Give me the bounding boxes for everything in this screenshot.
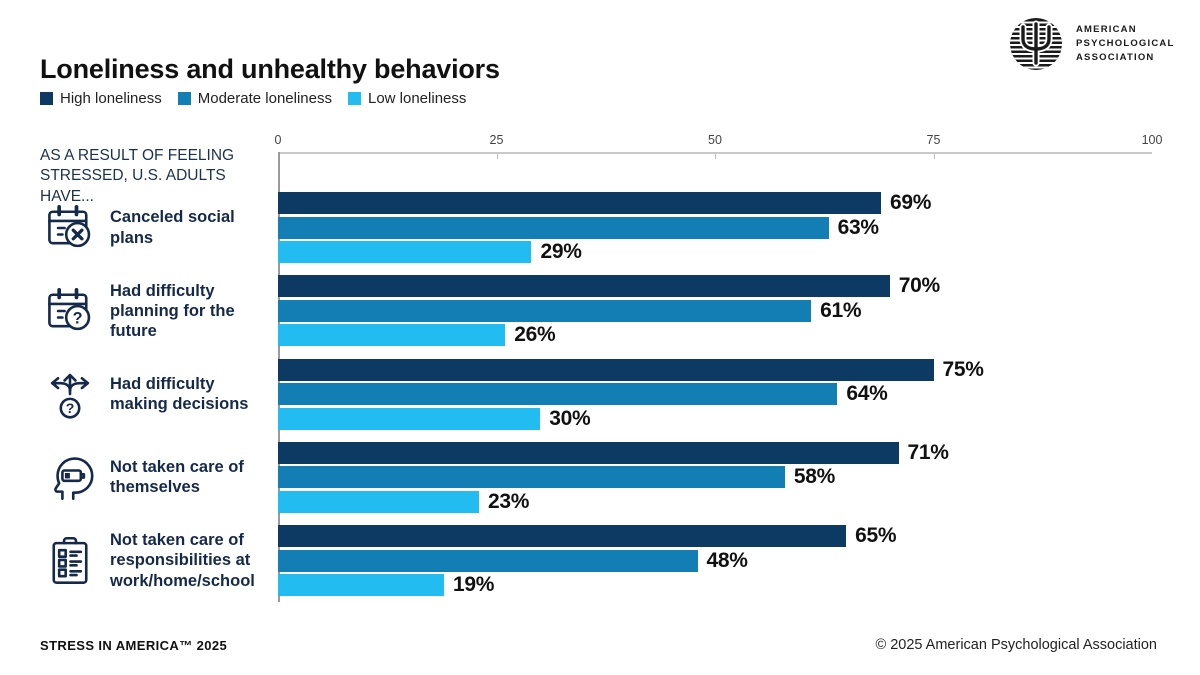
decision-arrows-icon: ?	[50, 373, 90, 419]
bar	[278, 574, 445, 597]
bar	[278, 490, 480, 513]
axis-tick: 50	[708, 133, 722, 147]
legend-label: High loneliness	[60, 90, 162, 107]
category-label: Had difficulty planning for the future	[110, 281, 235, 340]
axis-tick: 100	[1141, 133, 1163, 147]
apa-logo-icon	[1010, 18, 1062, 70]
bar-value-label: 75%	[942, 357, 984, 381]
bar-row: 26%	[278, 323, 1152, 347]
calendar-question-icon: ?	[48, 287, 91, 330]
category-label: Had difficulty making decisions	[110, 374, 249, 413]
bar-value-label: 30%	[549, 406, 591, 430]
bar-row: 64%	[278, 382, 1152, 406]
bar-value-label: 63%	[837, 215, 879, 239]
bar-group: 70% 61% 26%	[278, 274, 1152, 349]
svg-text:?: ?	[73, 309, 83, 327]
bar	[278, 525, 847, 547]
bar-row: 71%	[278, 440, 1152, 464]
axis-tick: 75	[926, 133, 941, 147]
bar	[278, 299, 812, 322]
bar-row: 29%	[278, 240, 1152, 264]
bar-group: 65% 48% 19%	[278, 524, 1152, 599]
axis-tickmark	[715, 154, 716, 159]
axis-line	[278, 152, 1152, 154]
category-row: Not taken care of themselves	[44, 442, 264, 513]
bar	[278, 549, 698, 572]
bar-value-label: 26%	[514, 323, 556, 347]
bar	[278, 441, 899, 464]
plot-area: 69% 63% 29% 70% 61% 26% 75% 64% 30% 71% 58% 23% 65% 4…	[278, 191, 1152, 612]
apa-logo-line: ASSOCIATION	[1076, 52, 1155, 63]
legend-item-2: Moderate loneliness	[177, 90, 332, 107]
legend-swatch	[177, 92, 191, 105]
category-column: Canceled social plans ? Had difficulty p…	[44, 192, 276, 612]
apa-logo-line: AMERICAN	[1076, 24, 1137, 35]
bar-value-label: 48%	[706, 548, 748, 572]
bar-value-label: 69%	[890, 191, 932, 214]
bar	[278, 241, 532, 264]
category-label: Not taken care of themselves	[110, 458, 244, 497]
chart-kicker: AS A RESULT OF FEELING STRESSED, U.S. AD…	[40, 147, 235, 205]
bar-value-label: 70%	[898, 274, 940, 298]
page-title: Loneliness and unhealthy behaviors	[40, 54, 500, 85]
checklist-icon	[52, 536, 88, 584]
apa-logo-text: AMERICAN PSYCHOLOGICAL ASSOCIATION	[1076, 23, 1174, 65]
bar-row: 19%	[278, 573, 1152, 597]
footer-copyright: © 2025 American Psychological Associatio…	[875, 637, 1157, 653]
bar	[278, 216, 829, 239]
bar-row: 65%	[278, 524, 1152, 547]
bar	[278, 192, 882, 214]
bar-value-label: 58%	[793, 465, 836, 489]
bar-group: 75% 64% 30%	[278, 357, 1152, 433]
svg-text:?: ?	[66, 400, 75, 416]
bar	[278, 407, 541, 430]
bar-value-label: 71%	[907, 440, 949, 464]
calendar-x-icon	[48, 204, 91, 247]
bar-row: 63%	[278, 215, 1152, 239]
legend-label: Moderate loneliness	[197, 90, 332, 107]
head-low-battery-icon	[54, 457, 94, 501]
chart-legend: High loneliness Moderate loneliness Low lo…	[40, 90, 466, 107]
category-row: ? Had difficulty making decisions	[44, 359, 264, 430]
bar-value-label: 29%	[540, 240, 582, 264]
bar-row: 58%	[278, 465, 1152, 489]
bar-group: 69% 63% 29%	[278, 191, 1152, 266]
bar	[278, 383, 838, 406]
category-row: ? Had difficulty planning for the future	[44, 275, 264, 346]
category-row: Canceled social plans	[44, 192, 264, 263]
bar	[278, 275, 890, 298]
category-label: Canceled social plans	[110, 208, 235, 247]
bar	[278, 324, 506, 347]
legend-label: Low loneliness	[367, 90, 467, 107]
bar-value-label: 64%	[846, 382, 888, 406]
axis-tick: 25	[489, 133, 504, 147]
bar	[278, 466, 785, 489]
bar-row: 48%	[278, 548, 1152, 572]
legend-item-3: Low loneliness	[347, 90, 467, 107]
axis-tickmark	[496, 154, 498, 159]
bar-value-label: 23%	[488, 489, 530, 513]
bar-row: 69%	[278, 191, 1152, 214]
category-row: Not taken care of responsibilities at wo…	[44, 525, 264, 596]
bar-row: 23%	[278, 489, 1152, 513]
bar-value-label: 65%	[855, 524, 897, 547]
footer-source: STRESS IN AMERICA™ 2025	[40, 638, 228, 653]
apa-logo-line: PSYCHOLOGICAL	[1076, 38, 1175, 49]
bar-row: 75%	[278, 357, 1152, 381]
legend-swatch	[347, 92, 361, 105]
bar-row: 30%	[278, 406, 1152, 430]
bar-row: 70%	[278, 274, 1152, 298]
bar-value-label: 19%	[453, 573, 495, 597]
axis-tickmark	[933, 154, 935, 159]
bar	[278, 358, 934, 381]
bar-row: 61%	[278, 298, 1152, 322]
axis-tick: 0	[274, 133, 282, 147]
apa-logo: AMERICAN PSYCHOLOGICAL ASSOCIATION	[1008, 16, 1174, 72]
category-label: Not taken care of responsibilities at wo…	[110, 531, 255, 590]
bar-value-label: 61%	[820, 298, 862, 322]
legend-item-1: High loneliness	[40, 90, 162, 107]
legend-swatch	[40, 92, 53, 105]
bar-group: 71% 58% 23%	[278, 440, 1152, 516]
